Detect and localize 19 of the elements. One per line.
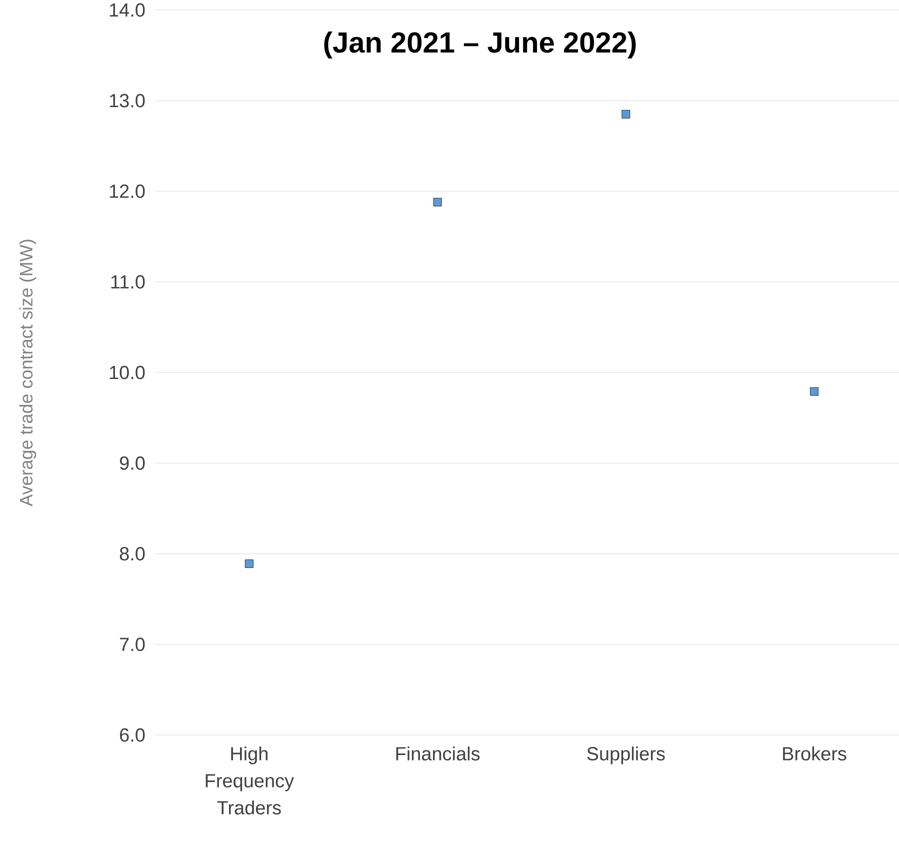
y-axis-title: Average trade contract size (MW) xyxy=(19,240,36,506)
y-tick-label: 6.0 xyxy=(120,728,145,742)
y-tick-label: 10.0 xyxy=(110,366,145,380)
y-tick-label: 13.0 xyxy=(110,94,145,108)
point xyxy=(622,110,630,118)
text: (Jan 2021 – June 2022) xyxy=(324,31,636,59)
y-tick-label: 11.0 xyxy=(111,275,145,289)
x-tick-label: High Frequency Traders xyxy=(206,746,294,814)
x-tick-label: Brokers xyxy=(783,746,846,760)
x-tick-label: Financials xyxy=(396,746,480,760)
point xyxy=(433,198,442,206)
point xyxy=(810,387,818,396)
y-tick-label: 8.0 xyxy=(120,547,145,560)
y-tick-label: 14.0 xyxy=(110,3,145,17)
y-tick-label: 7.0 xyxy=(120,638,145,652)
x-tick-label: Suppliers xyxy=(587,746,665,764)
point xyxy=(244,560,254,568)
y-tick-label: 12.0 xyxy=(110,184,145,198)
y-tick-label: 9.0 xyxy=(120,456,145,470)
